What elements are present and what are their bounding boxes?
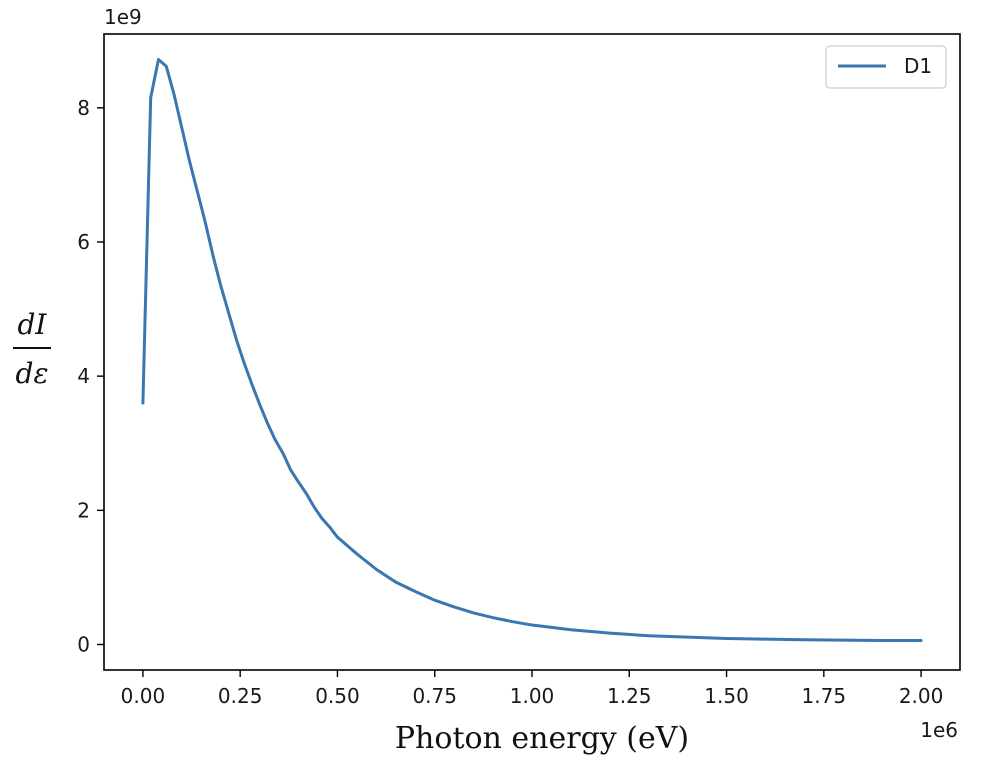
y-tick-label: 2 — [77, 498, 90, 522]
legend-label-d1: D1 — [904, 54, 932, 78]
x-tick-label: 1.00 — [510, 684, 555, 708]
x-tick-label: 0.50 — [315, 684, 360, 708]
y-offset-label: 1e9 — [104, 5, 142, 29]
axes-layer: 0.00 0.25 0.50 0.75 1.00 1.25 1.50 1.75 2.00 0 2 4 6… — [77, 33, 961, 708]
x-tick-label: 0.00 — [121, 684, 166, 708]
x-tick-label: 1.25 — [607, 684, 652, 708]
x-offset-label: 1e6 — [920, 718, 958, 742]
y-tick-label: 4 — [77, 364, 90, 388]
x-tick-label: 0.25 — [218, 684, 263, 708]
x-tick-label: 0.75 — [412, 684, 457, 708]
y-tick-label: 0 — [77, 633, 90, 657]
series-line-d1 — [141, 57, 923, 642]
y-axis-label-denominator: dε — [16, 357, 49, 390]
x-tick-label: 1.75 — [802, 684, 847, 708]
y-tick-label: 8 — [77, 96, 90, 120]
y-tick-label: 6 — [77, 230, 90, 254]
series-layer — [141, 57, 923, 642]
y-axis-label-numerator: dI — [18, 308, 48, 341]
x-tick-label: 1.50 — [704, 684, 749, 708]
y-axis-label: dI dε — [13, 308, 51, 390]
x-axis-label: Photon energy (eV) — [395, 721, 689, 756]
x-tick-label: 2.00 — [899, 684, 944, 708]
legend: D1 — [825, 45, 947, 89]
